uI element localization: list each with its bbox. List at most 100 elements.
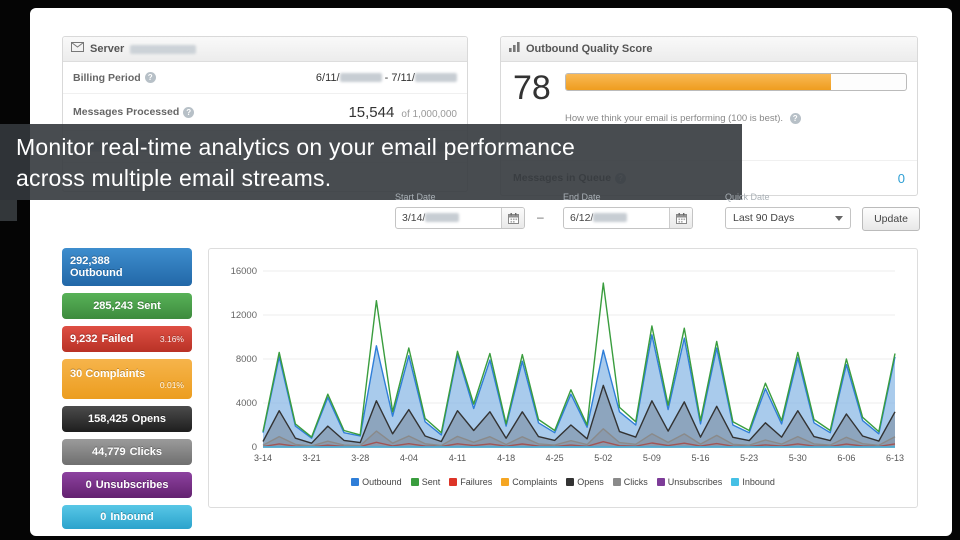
stat-unsubscribes[interactable]: 0 Unsubscribes bbox=[62, 472, 192, 498]
quick-date-select[interactable]: Last 90 Days bbox=[725, 207, 851, 229]
quality-panel-title: Outbound Quality Score bbox=[526, 43, 653, 55]
overlay-fold-corner bbox=[0, 200, 17, 221]
redacted-date bbox=[339, 72, 382, 82]
svg-text:5-09: 5-09 bbox=[643, 453, 661, 463]
messages-in-queue-value: 0 bbox=[897, 170, 905, 186]
messages-processed-value: 15,544 of 1,000,000 bbox=[348, 104, 457, 121]
stat-label: Failed bbox=[101, 333, 134, 345]
stat-failed[interactable]: 9,232 Failed 3.16% bbox=[62, 326, 192, 352]
dashboard-card: Server Billing Period ? 6/11/ - 7/11/ Me… bbox=[30, 8, 952, 536]
envelope-icon bbox=[71, 37, 84, 61]
legend-item-complaints[interactable]: Complaints bbox=[501, 477, 557, 487]
start-date-group: Start Date 3/14/ bbox=[395, 192, 525, 229]
start-date-input[interactable]: 3/14/ bbox=[395, 207, 525, 229]
quality-score-bar-fill bbox=[565, 74, 832, 90]
legend-item-unsubscribes[interactable]: Unsubscribes bbox=[656, 477, 722, 487]
quality-score-value: 78 bbox=[513, 69, 551, 107]
legend-label: Sent bbox=[421, 477, 441, 487]
stat-value: 30 bbox=[70, 368, 83, 380]
analytics-chart: 0 4000 8000 12000 16000 3-14 3-21 3-28 4-04 4-11 4… bbox=[231, 266, 904, 463]
legend-item-inbound[interactable]: Inbound bbox=[731, 477, 775, 487]
messages-processed-count: 15,544 bbox=[348, 103, 395, 121]
svg-text:4000: 4000 bbox=[236, 398, 257, 409]
svg-text:6-06: 6-06 bbox=[837, 453, 855, 463]
quick-date-selected-value: Last 90 Days bbox=[733, 212, 795, 224]
redacted-date bbox=[425, 213, 460, 222]
legend-item-clicks[interactable]: Clicks bbox=[612, 477, 648, 487]
svg-text:5-16: 5-16 bbox=[692, 453, 710, 463]
messages-processed-label-text: Messages Processed bbox=[73, 106, 180, 118]
stat-label: Inbound bbox=[110, 511, 154, 523]
end-date-value: 6/12/ bbox=[564, 212, 669, 224]
quality-panel-header: Outbound Quality Score bbox=[501, 37, 917, 62]
stat-outbound[interactable]: 292,388 Outbound bbox=[62, 248, 192, 286]
stat-label: Clicks bbox=[129, 446, 163, 458]
stat-label: Opens bbox=[131, 413, 166, 425]
overlay-line-2: across multiple email streams. bbox=[16, 165, 332, 191]
server-panel-title: Server bbox=[90, 43, 125, 55]
quick-date-group: Quick Date Last 90 Days bbox=[725, 192, 851, 229]
date-range-separator: – bbox=[537, 210, 544, 224]
legend-swatch bbox=[449, 478, 458, 486]
legend-item-failures[interactable]: Failures bbox=[449, 477, 492, 487]
svg-text:5-02: 5-02 bbox=[594, 453, 612, 463]
date-controls: Start Date 3/14/ – End Date 6/12/ bbox=[395, 192, 920, 240]
redacted-date bbox=[593, 213, 628, 222]
svg-text:0: 0 bbox=[252, 442, 257, 453]
legend-swatch bbox=[566, 478, 575, 486]
quality-score-bar bbox=[564, 73, 907, 91]
legend-swatch bbox=[612, 478, 621, 486]
legend-swatch bbox=[410, 478, 419, 486]
stats-column: 292,388 Outbound 285,243 Sent 9,232 Fail… bbox=[62, 248, 192, 536]
legend-label: Failures bbox=[460, 477, 493, 487]
billing-period-label-text: Billing Period bbox=[73, 71, 141, 84]
svg-text:5-23: 5-23 bbox=[740, 453, 758, 463]
stat-value: 0 bbox=[85, 479, 92, 491]
quality-score-caption: How we think your email is performing (1… bbox=[501, 110, 917, 124]
svg-text:5-30: 5-30 bbox=[789, 453, 807, 463]
quality-score-caption-text: How we think your email is performing (1… bbox=[565, 113, 784, 124]
billing-period-value: 6/11/ - 7/11/ bbox=[316, 72, 457, 84]
info-icon[interactable]: ? bbox=[183, 106, 195, 118]
svg-text:3-21: 3-21 bbox=[303, 453, 321, 463]
stat-percent: 0.01% bbox=[159, 380, 184, 390]
stat-opens[interactable]: 158,425 Opens bbox=[62, 406, 192, 432]
end-date-input[interactable]: 6/12/ bbox=[563, 207, 693, 229]
svg-text:4-11: 4-11 bbox=[449, 453, 466, 463]
chart-icon bbox=[509, 37, 520, 61]
stat-clicks[interactable]: 44,779 Clicks bbox=[62, 439, 192, 465]
stat-value: 285,243 bbox=[93, 300, 133, 312]
redacted-date bbox=[415, 72, 457, 82]
stat-label: Complaints bbox=[85, 368, 146, 380]
info-icon[interactable]: ? bbox=[789, 113, 801, 124]
legend-item-opens[interactable]: Opens bbox=[566, 477, 604, 487]
legend-item-sent[interactable]: Sent bbox=[410, 477, 441, 487]
stat-complaints[interactable]: 30 Complaints 0.01% bbox=[62, 359, 192, 399]
legend-label: Complaints bbox=[512, 477, 558, 487]
svg-text:4-04: 4-04 bbox=[400, 453, 418, 463]
end-date-text: 6/12/ bbox=[570, 212, 594, 224]
stat-value: 0 bbox=[100, 511, 107, 523]
legend-swatch bbox=[351, 478, 360, 486]
legend-swatch bbox=[731, 478, 740, 486]
start-date-label: Start Date bbox=[395, 192, 436, 202]
svg-text:8000: 8000 bbox=[236, 354, 257, 365]
svg-text:16000: 16000 bbox=[231, 266, 257, 277]
stat-inbound[interactable]: 0 Inbound bbox=[62, 505, 192, 529]
svg-text:3-28: 3-28 bbox=[351, 453, 369, 463]
legend-item-outbound[interactable]: Outbound bbox=[351, 477, 402, 487]
calendar-button[interactable] bbox=[501, 208, 524, 228]
legend-label: Inbound bbox=[742, 477, 775, 487]
info-icon[interactable]: ? bbox=[144, 72, 156, 83]
update-button[interactable]: Update bbox=[862, 207, 920, 231]
legend-swatch bbox=[656, 478, 665, 486]
calendar-button[interactable] bbox=[669, 208, 692, 228]
messages-processed-row: Messages Processed ? 15,544 of 1,000,000 bbox=[63, 94, 467, 131]
svg-text:4-25: 4-25 bbox=[546, 453, 564, 463]
stat-sent[interactable]: 285,243 Sent bbox=[62, 293, 192, 319]
chevron-down-icon bbox=[835, 215, 843, 221]
quality-score-section: 78 bbox=[501, 62, 917, 110]
stat-value: 158,425 bbox=[88, 413, 128, 425]
legend-label: Clicks bbox=[623, 477, 648, 487]
billing-period-label: Billing Period ? bbox=[73, 72, 156, 84]
